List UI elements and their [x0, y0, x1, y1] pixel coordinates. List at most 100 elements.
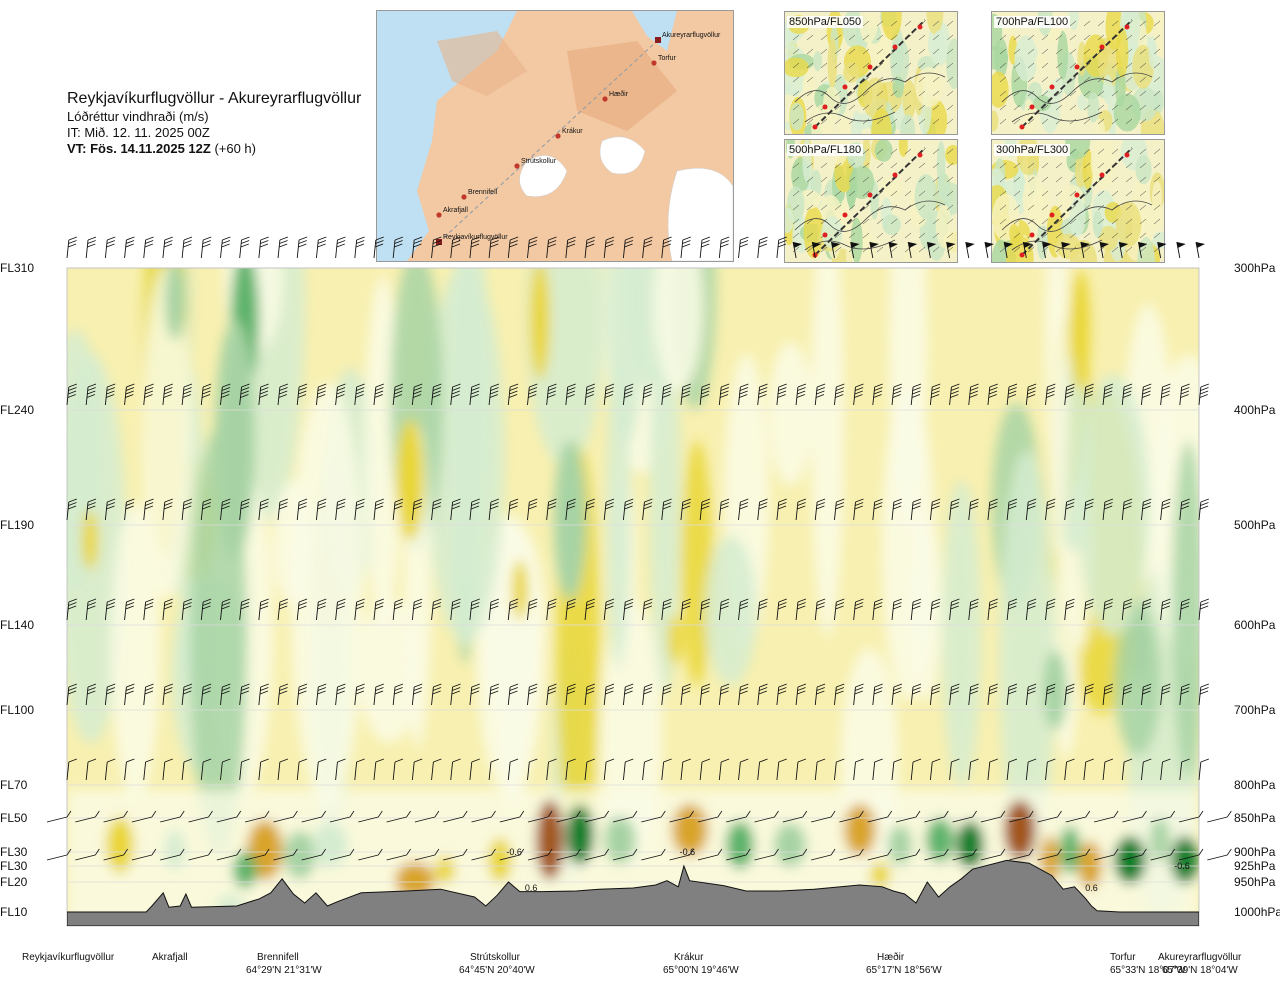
wind-barb — [392, 683, 404, 706]
wind-barb — [104, 498, 116, 521]
wind-barb — [831, 241, 841, 259]
wind-barb — [124, 683, 135, 706]
wind-barb — [754, 848, 779, 861]
wind-barb — [834, 683, 845, 706]
field-cell — [1004, 800, 1036, 860]
level-map-700[interactable]: 700hPa/FL100 — [991, 11, 1165, 135]
wind-barb — [335, 383, 346, 406]
wind-barb — [258, 598, 269, 621]
field-cell — [566, 805, 594, 865]
wind-barb — [642, 683, 653, 706]
wind-barb — [527, 758, 538, 781]
wind-barb — [1025, 758, 1037, 781]
wind-barb — [546, 598, 557, 621]
terrain-profile — [67, 859, 1199, 926]
wind-barb — [1207, 848, 1232, 861]
field-cell — [215, 320, 255, 560]
wind-barb — [143, 758, 154, 781]
field-cell — [1078, 841, 1102, 889]
wind-barb — [507, 498, 519, 521]
wind-barb — [469, 758, 480, 781]
wind-barb — [315, 758, 327, 781]
wind-barb — [738, 498, 749, 521]
wind-barb — [622, 598, 634, 621]
level-map-850[interactable]: 850hPa/FL050 — [784, 11, 958, 135]
flight-level-label: FL240 — [0, 403, 34, 417]
wind-barb — [1064, 683, 1075, 706]
wind-barb — [258, 383, 269, 406]
level-map-label: 300hPa/FL300 — [994, 144, 1071, 156]
wind-barb — [277, 758, 289, 781]
wind-barb — [1102, 758, 1114, 781]
wind-barb — [869, 241, 879, 259]
wind-barb — [680, 498, 691, 521]
wind-barb — [776, 498, 787, 521]
wind-barb — [46, 848, 72, 861]
field-cell — [1130, 600, 1150, 680]
wind-barb — [162, 383, 173, 406]
route-map[interactable]: Akureyrarflugvöllur Torfur Hæðir Krákur Strú… — [376, 10, 734, 262]
wind-barb — [872, 683, 883, 706]
wind-barb — [891, 383, 903, 406]
wind-barb — [1179, 598, 1190, 621]
wind-barb — [603, 683, 615, 706]
wind-barb — [373, 236, 384, 259]
wind-barb — [853, 598, 864, 621]
route-point-label: Strútskollur — [521, 158, 557, 165]
route-point-label: Akrafjall — [443, 207, 468, 214]
wind-barb — [929, 598, 941, 621]
wind-barb — [718, 758, 730, 781]
field-cell — [844, 804, 876, 856]
wind-barb — [329, 848, 355, 861]
pressure-level-label: 500hPa — [1234, 518, 1276, 532]
wind-barb — [834, 758, 845, 781]
wind-barb — [776, 383, 787, 406]
wind-barb — [373, 683, 384, 706]
wind-barb — [699, 598, 711, 621]
wind-barb — [220, 498, 231, 521]
wind-barb — [160, 810, 185, 823]
wind-barb — [507, 383, 519, 406]
field-cell — [956, 821, 984, 869]
wind-barb — [872, 498, 883, 521]
wind-barb — [296, 498, 308, 521]
wind-barb — [910, 598, 922, 621]
wind-barb — [1140, 498, 1152, 521]
wind-barb — [980, 848, 1006, 861]
wind-barb — [1006, 758, 1018, 781]
pressure-level-label: 950hPa — [1234, 875, 1276, 889]
wind-barb — [895, 810, 921, 823]
wind-barb — [584, 498, 596, 521]
wind-barb — [952, 810, 977, 823]
wind-barb — [216, 848, 242, 861]
wind-barb — [1178, 810, 1204, 823]
wind-barb — [162, 758, 173, 781]
wind-barb — [757, 383, 768, 406]
level-map-300[interactable]: 300hPa/FL300 — [991, 139, 1165, 263]
level-map-500[interactable]: 500hPa/FL180 — [784, 139, 958, 263]
wind-barb — [546, 758, 557, 781]
wind-barb — [373, 383, 384, 406]
wind-barb — [1064, 498, 1075, 521]
variable-label: Lóðréttur vindhraði (m/s) — [67, 109, 209, 124]
wind-barb — [220, 683, 231, 706]
wind-barb — [85, 498, 97, 521]
waypoint-name: Brennifell — [257, 952, 299, 963]
wind-barb — [143, 598, 154, 621]
wind-barb — [622, 758, 634, 781]
pressure-level-label: 850hPa — [1234, 811, 1276, 825]
field-cell — [233, 852, 257, 888]
wind-barb — [66, 383, 78, 406]
valid-time: VT: Fös. 14.11.2025 12Z (+60 h) — [67, 141, 256, 156]
wind-barb — [329, 810, 355, 823]
wind-barb — [354, 383, 365, 406]
waypoint-name: Akrafjall — [152, 952, 188, 963]
wind-barb — [200, 498, 212, 521]
wind-barb — [443, 848, 468, 861]
pressure-level-label: 900hPa — [1234, 845, 1276, 859]
wind-barb — [507, 236, 519, 259]
wind-barb — [754, 810, 779, 823]
wind-barb — [968, 598, 979, 621]
wind-barb — [1160, 498, 1171, 521]
